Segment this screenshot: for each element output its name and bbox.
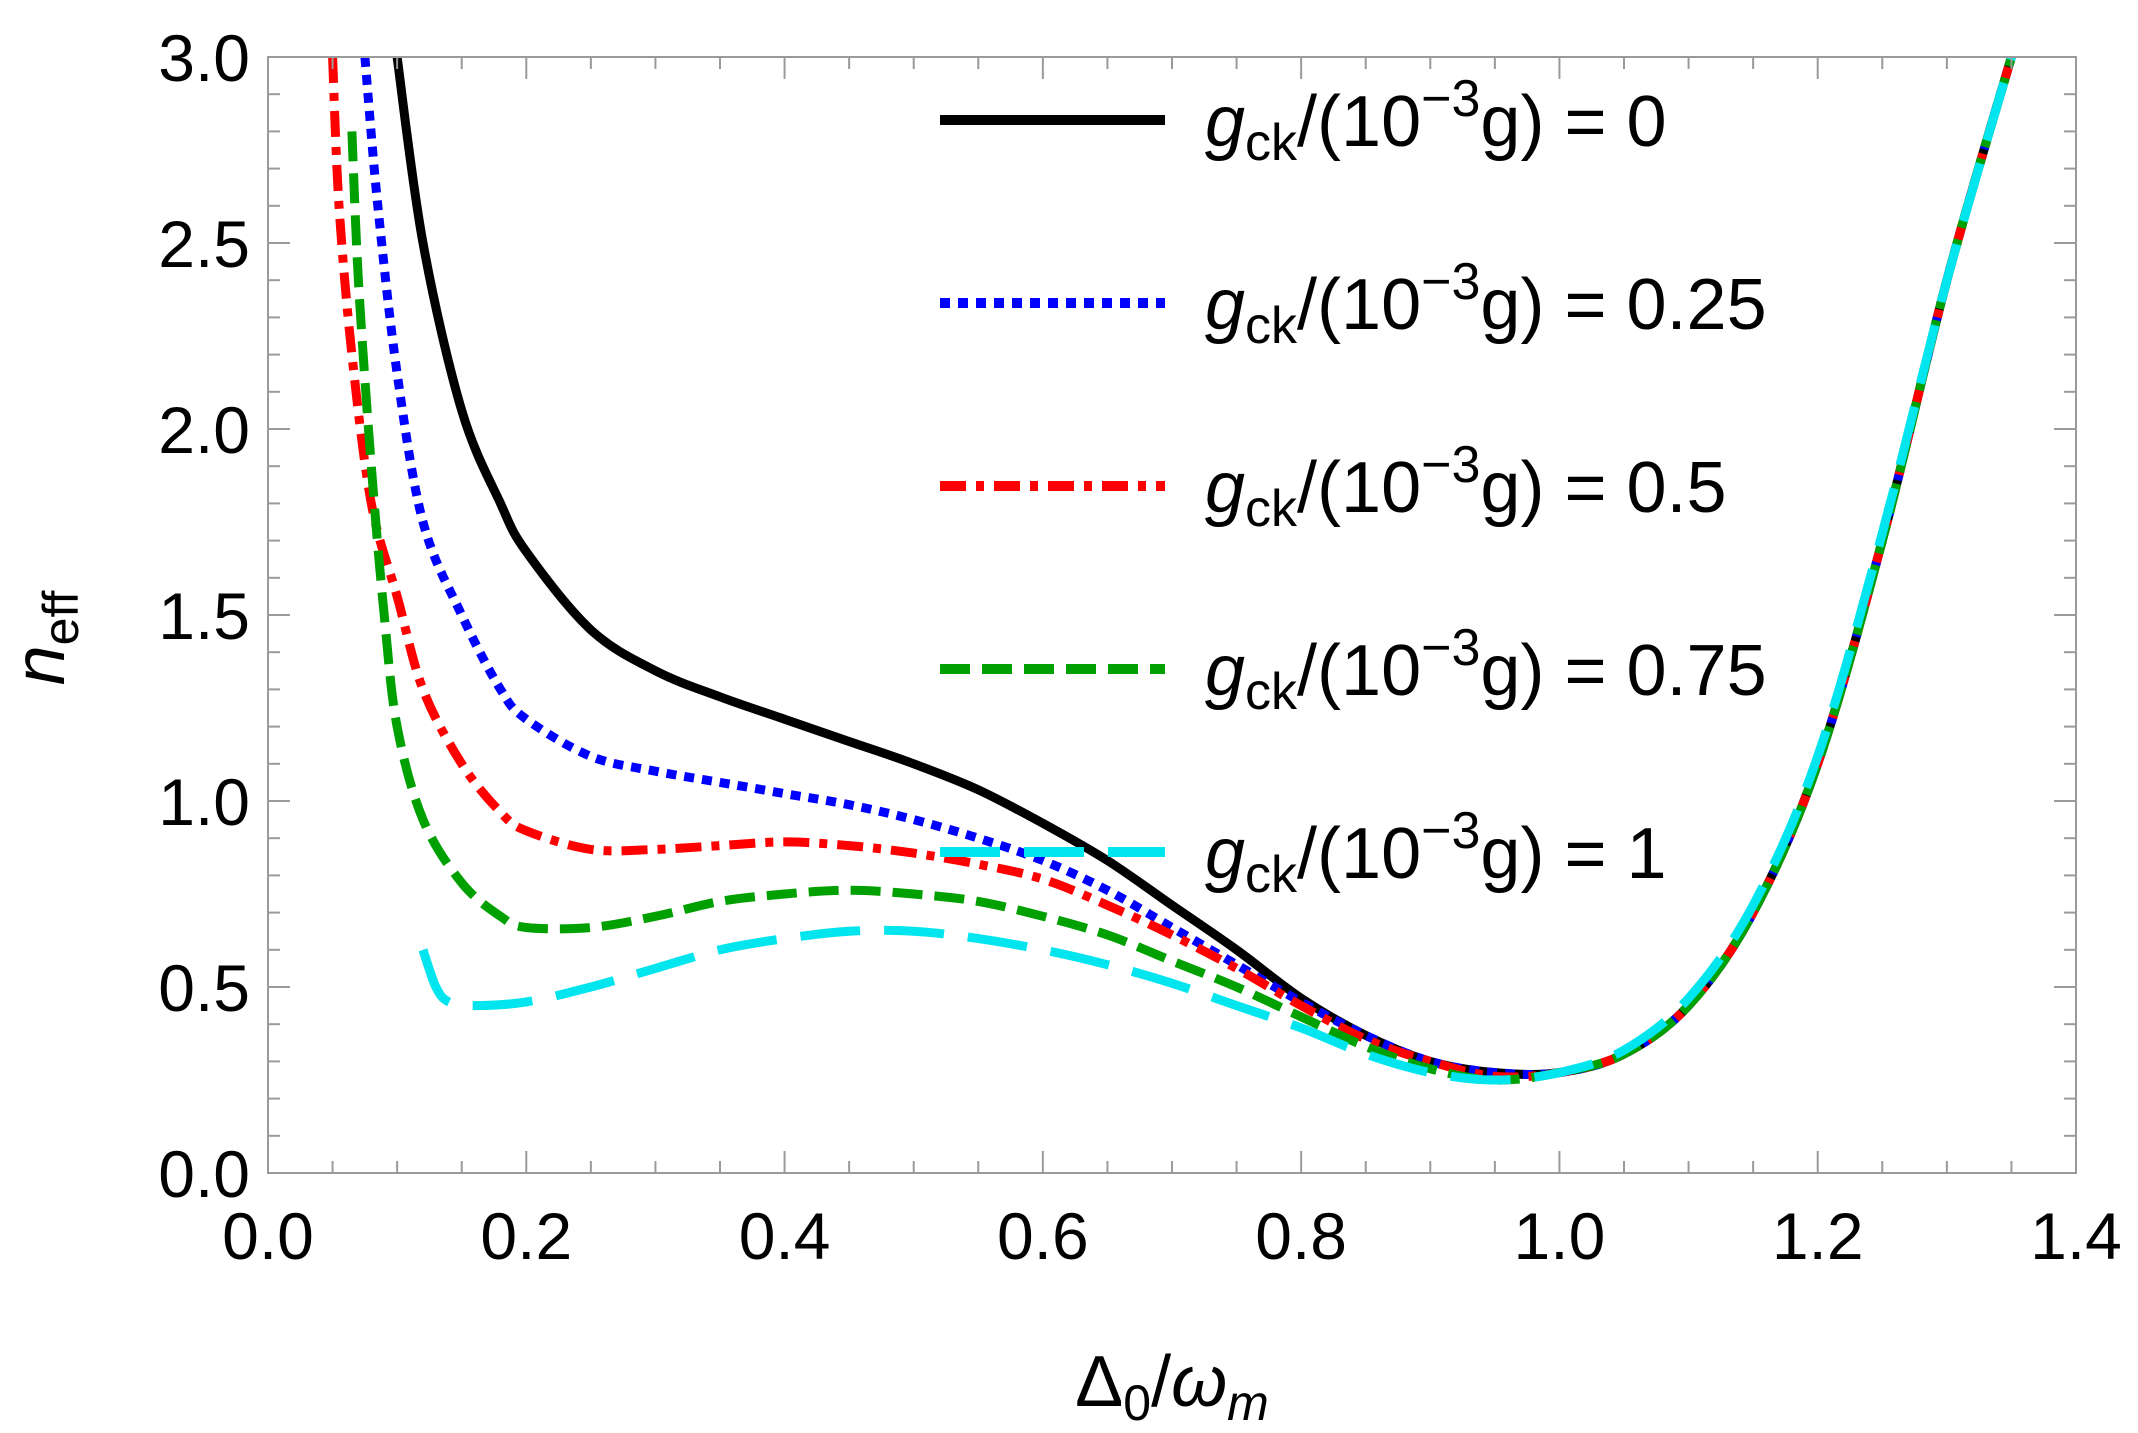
series-line-0 [392, 57, 2016, 1079]
x-tick-label: 0.4 [739, 1199, 831, 1273]
y-tick-label: 1.5 [158, 579, 250, 653]
ticks-layer [267, 56, 2077, 1174]
y-tick-label: 1.0 [158, 765, 250, 839]
legend-label-4: gck/(10−3g) = 1 [1205, 802, 1667, 904]
y-axis-title: neff [0, 591, 89, 686]
legend-label-1: gck/(10−3g) = 0.25 [1205, 253, 1767, 355]
plot-frame [267, 56, 2077, 1174]
y-tick-label: 0.5 [158, 951, 250, 1025]
x-tick-label: 0.2 [480, 1199, 572, 1273]
tick-labels: 0.0 0.2 0.4 0.6 0.8 1.0 1.2 1.4 0.0 0.5 1.0 1.5 2.0 2… [158, 21, 2122, 1273]
y-tick-label: 2.0 [158, 393, 250, 467]
legend: gck/(10−3g) = 0 gck/(10−3g) = 0.25 gck/(10… [940, 70, 1767, 904]
legend-label-0: gck/(10−3g) = 0 [1205, 70, 1667, 172]
series-line-4 [418, 57, 2016, 1085]
y-tick-label: 3.0 [158, 21, 250, 95]
series-layer [328, 57, 2016, 1085]
x-tick-label: 0.0 [222, 1199, 314, 1273]
legend-label-3: gck/(10−3g) = 0.75 [1205, 619, 1767, 721]
x-tick-label: 1.2 [1772, 1199, 1864, 1273]
x-tick-label: 1.4 [2030, 1199, 2122, 1273]
x-axis-title: Δ0/ωm [1075, 1342, 1269, 1431]
x-tick-label: 1.0 [1514, 1199, 1606, 1273]
x-tick-label: 0.6 [997, 1199, 1089, 1273]
x-tick-label: 0.8 [1255, 1199, 1347, 1273]
legend-label-2: gck/(10−3g) = 0.5 [1205, 436, 1727, 538]
y-tick-label: 2.5 [158, 207, 250, 281]
y-tick-label: 0.0 [158, 1137, 250, 1211]
series-line-3 [347, 57, 2016, 1085]
